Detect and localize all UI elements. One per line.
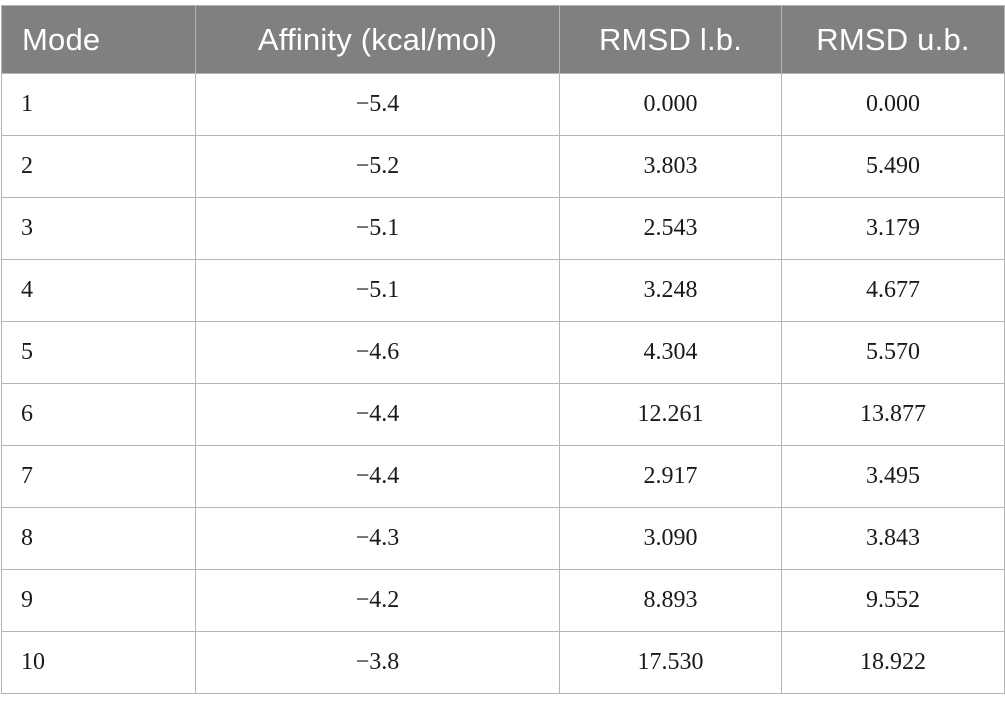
cell-rmsd-ub: 3.495: [781, 445, 1005, 508]
table-row: 1 −5.4 0.000 0.000: [1, 73, 1005, 136]
cell-rmsd-lb: 2.543: [559, 197, 782, 260]
cell-rmsd-ub: 3.179: [781, 197, 1005, 260]
docking-results-table: Mode Affinity (kcal/mol) RMSD l.b. RMSD …: [1, 5, 1005, 694]
cell-affinity: −4.3: [195, 507, 560, 570]
table-row: 8 −4.3 3.090 3.843: [1, 507, 1005, 570]
table-row: 5 −4.6 4.304 5.570: [1, 321, 1005, 384]
cell-mode: 10: [1, 631, 196, 694]
header-mode: Mode: [1, 5, 196, 74]
cell-mode: 1: [1, 73, 196, 136]
cell-rmsd-lb: 0.000: [559, 73, 782, 136]
table-row: 3 −5.1 2.543 3.179: [1, 197, 1005, 260]
cell-mode: 8: [1, 507, 196, 570]
cell-affinity: −4.4: [195, 445, 560, 508]
cell-rmsd-lb: 4.304: [559, 321, 782, 384]
header-row: Mode Affinity (kcal/mol) RMSD l.b. RMSD …: [1, 5, 1005, 74]
table-row: 4 −5.1 3.248 4.677: [1, 259, 1005, 322]
table-body: 1 −5.4 0.000 0.000 2 −5.2 3.803 5.490 3 …: [1, 73, 1005, 694]
header-rmsd-lb: RMSD l.b.: [559, 5, 782, 74]
cell-rmsd-lb: 3.803: [559, 135, 782, 198]
cell-mode: 7: [1, 445, 196, 508]
table-row: 6 −4.4 12.261 13.877: [1, 383, 1005, 446]
docking-results-table-container: Mode Affinity (kcal/mol) RMSD l.b. RMSD …: [1, 5, 1005, 694]
table-row: 9 −4.2 8.893 9.552: [1, 569, 1005, 632]
header-affinity: Affinity (kcal/mol): [195, 5, 560, 74]
cell-rmsd-ub: 0.000: [781, 73, 1005, 136]
table-row: 7 −4.4 2.917 3.495: [1, 445, 1005, 508]
table-row: 2 −5.2 3.803 5.490: [1, 135, 1005, 198]
cell-mode: 6: [1, 383, 196, 446]
cell-rmsd-ub: 5.570: [781, 321, 1005, 384]
cell-affinity: −5.4: [195, 73, 560, 136]
cell-rmsd-lb: 12.261: [559, 383, 782, 446]
cell-rmsd-ub: 3.843: [781, 507, 1005, 570]
cell-rmsd-ub: 9.552: [781, 569, 1005, 632]
header-rmsd-ub: RMSD u.b.: [781, 5, 1005, 74]
cell-affinity: −4.2: [195, 569, 560, 632]
cell-rmsd-lb: 8.893: [559, 569, 782, 632]
cell-rmsd-lb: 3.090: [559, 507, 782, 570]
cell-mode: 5: [1, 321, 196, 384]
cell-affinity: −4.4: [195, 383, 560, 446]
cell-mode: 4: [1, 259, 196, 322]
cell-rmsd-lb: 3.248: [559, 259, 782, 322]
cell-rmsd-lb: 17.530: [559, 631, 782, 694]
cell-rmsd-ub: 4.677: [781, 259, 1005, 322]
cell-mode: 9: [1, 569, 196, 632]
cell-affinity: −5.1: [195, 197, 560, 260]
cell-rmsd-ub: 13.877: [781, 383, 1005, 446]
table-row: 10 −3.8 17.530 18.922: [1, 631, 1005, 694]
cell-affinity: −5.1: [195, 259, 560, 322]
cell-affinity: −3.8: [195, 631, 560, 694]
cell-rmsd-lb: 2.917: [559, 445, 782, 508]
cell-rmsd-ub: 5.490: [781, 135, 1005, 198]
cell-affinity: −5.2: [195, 135, 560, 198]
cell-affinity: −4.6: [195, 321, 560, 384]
cell-mode: 2: [1, 135, 196, 198]
cell-mode: 3: [1, 197, 196, 260]
cell-rmsd-ub: 18.922: [781, 631, 1005, 694]
table-header: Mode Affinity (kcal/mol) RMSD l.b. RMSD …: [1, 5, 1005, 74]
